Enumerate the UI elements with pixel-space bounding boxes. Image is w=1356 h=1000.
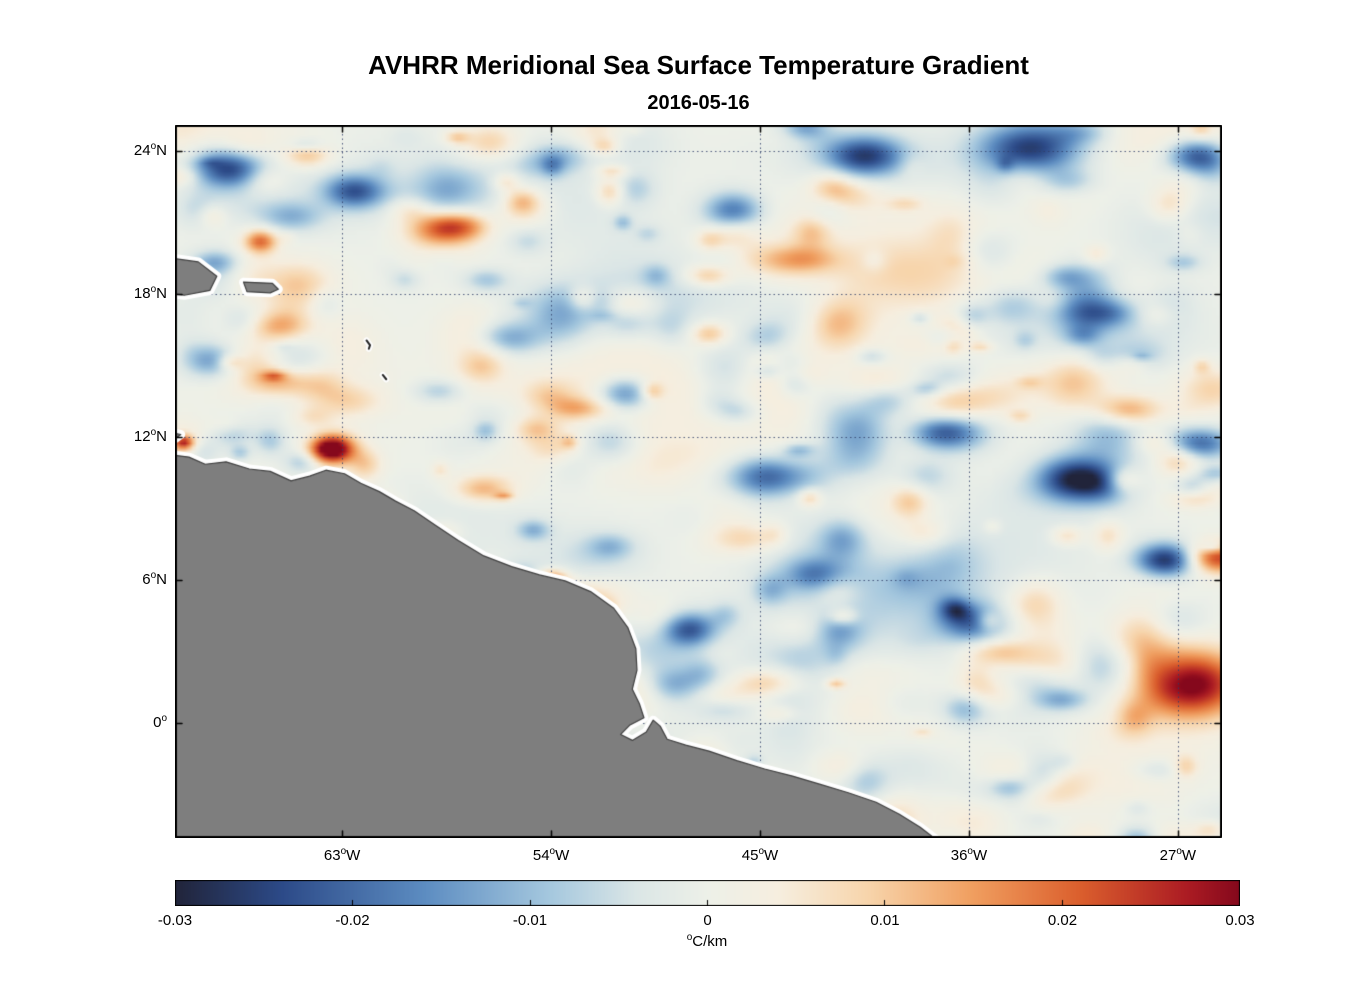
y-tick-label: 18oN <box>133 284 167 303</box>
chart-subtitle: 2016-05-16 <box>647 92 750 114</box>
unit-text: C/km <box>692 933 728 950</box>
heatmap-canvas <box>175 125 1222 838</box>
x-tick-label: 63oW <box>323 846 361 865</box>
y-tick-label: 0o <box>153 712 167 731</box>
x-tick-label: 27oW <box>1159 846 1197 865</box>
colorbar-tick-label: 0.01 <box>870 912 900 929</box>
colorbar-tick-label: 0 <box>703 912 712 929</box>
y-tick-label: 24oN <box>133 141 167 160</box>
colorbar-tick-label: 0.02 <box>1047 912 1078 929</box>
colorbar-tick-label: -0.03 <box>157 912 193 929</box>
chart-title: AVHRR Meridional Sea Surface Temperature… <box>368 50 1029 80</box>
colorbar-tick-label: -0.01 <box>512 912 548 929</box>
colorbar-unit-label: oC/km <box>647 932 767 951</box>
colorbar-tick-label: -0.02 <box>335 912 370 929</box>
x-tick-label: 36oW <box>950 846 988 865</box>
y-tick-label: 12oN <box>133 426 167 445</box>
x-tick-label: 54oW <box>532 846 570 865</box>
y-tick-label: 6oN <box>142 569 167 588</box>
x-tick-label: 45oW <box>741 846 779 865</box>
colorbar-tick-label: 0.03 <box>1225 912 1255 929</box>
colorbar-canvas <box>175 880 1240 906</box>
unit-degree-sup: o <box>686 932 693 943</box>
